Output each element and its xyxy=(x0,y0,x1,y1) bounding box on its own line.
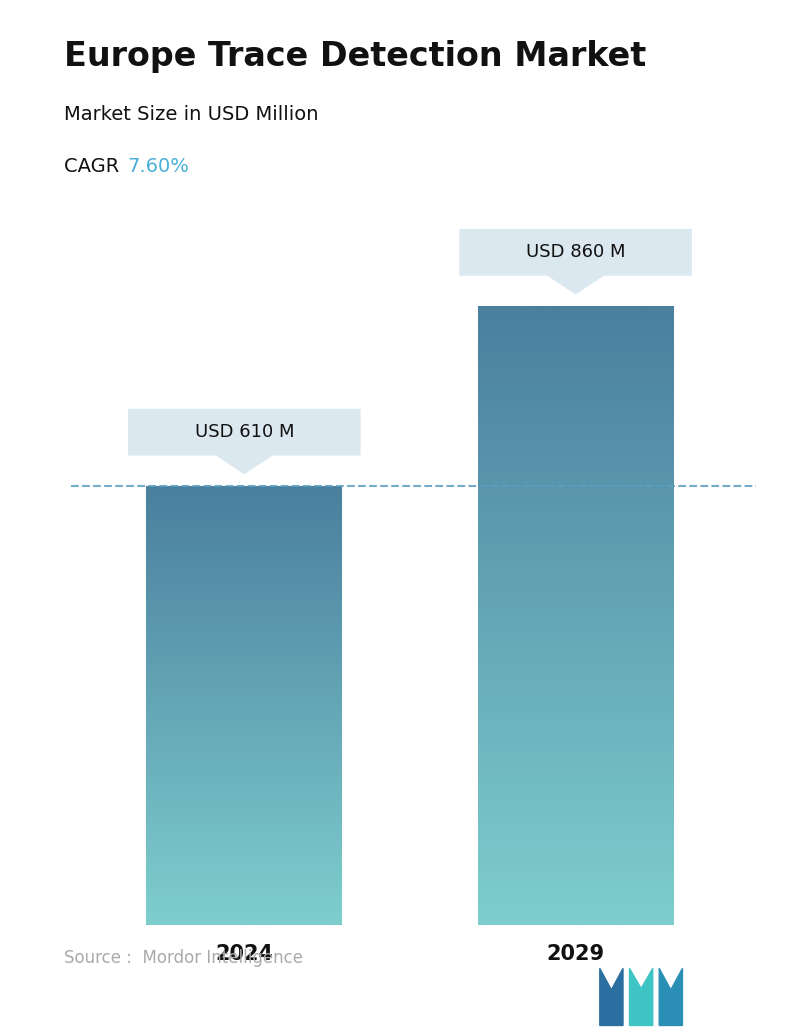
Text: USD 610 M: USD 610 M xyxy=(194,423,294,442)
Polygon shape xyxy=(630,968,653,1026)
Polygon shape xyxy=(600,968,623,1026)
Text: Europe Trace Detection Market: Europe Trace Detection Market xyxy=(64,39,646,72)
Text: 7.60%: 7.60% xyxy=(127,157,189,176)
Text: USD 860 M: USD 860 M xyxy=(526,243,626,262)
Polygon shape xyxy=(548,276,603,294)
FancyBboxPatch shape xyxy=(128,408,361,456)
Polygon shape xyxy=(659,968,682,1026)
Polygon shape xyxy=(217,456,271,474)
Text: Source :  Mordor Intelligence: Source : Mordor Intelligence xyxy=(64,948,302,967)
Text: CAGR: CAGR xyxy=(64,157,125,176)
Text: Market Size in USD Million: Market Size in USD Million xyxy=(64,104,318,123)
FancyBboxPatch shape xyxy=(459,229,692,276)
